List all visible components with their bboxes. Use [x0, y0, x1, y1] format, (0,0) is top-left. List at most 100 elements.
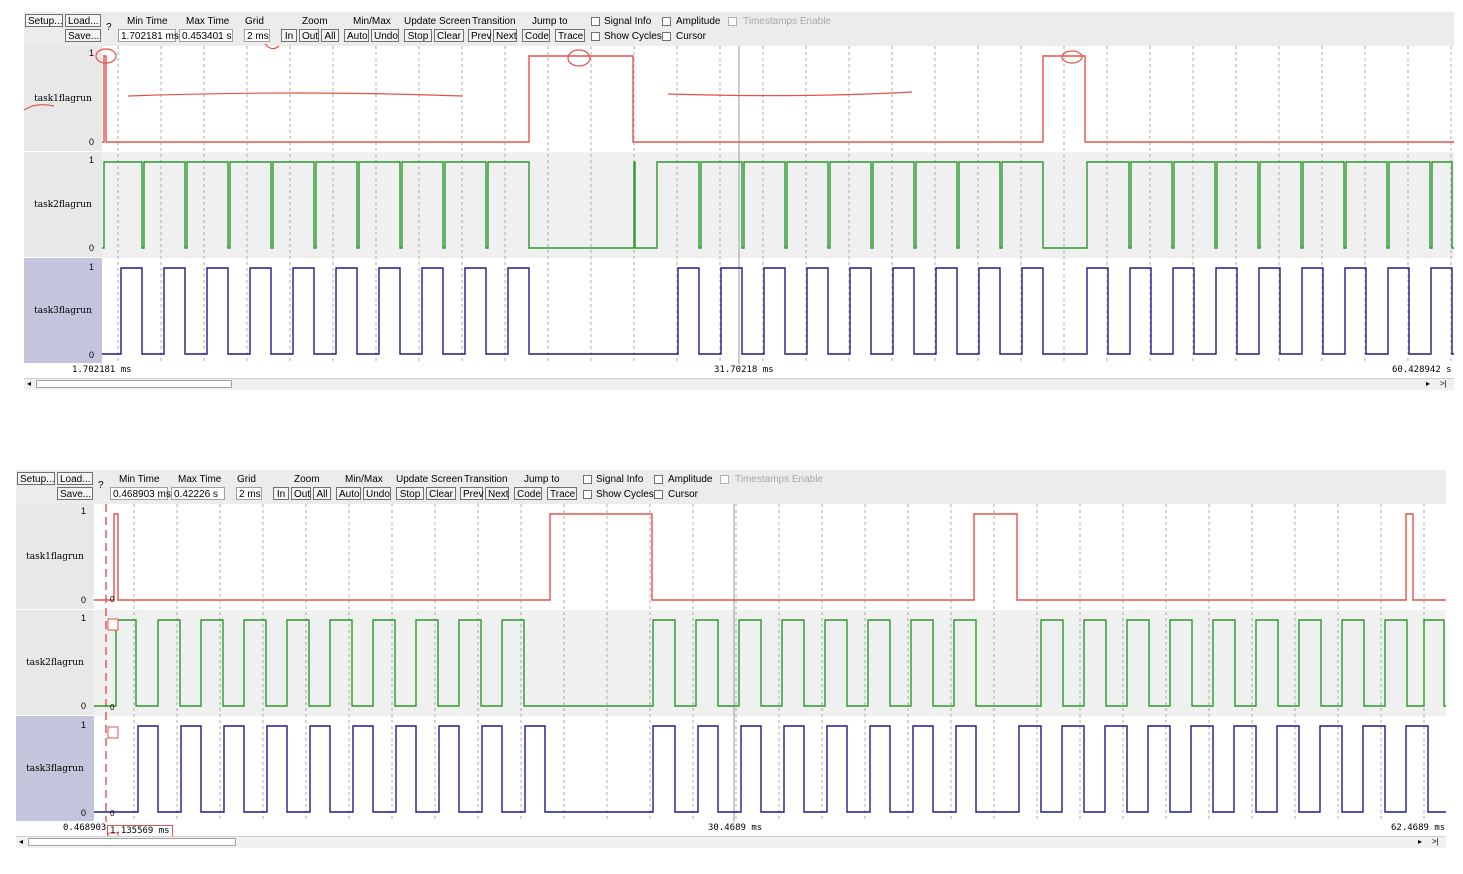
signal-name-task3[interactable]: task3flagrun: [16, 716, 94, 822]
scroll-end-button[interactable]: >|: [1432, 837, 1439, 846]
horizontal-scrollbar[interactable]: ◂ ▸ >|: [16, 836, 1446, 848]
y-low-task2: 0: [88, 243, 94, 253]
toolbar: Setup... Load... Save... ? Min Time 0.46…: [16, 470, 1446, 505]
trace-button[interactable]: Trace: [555, 29, 585, 42]
setup-button[interactable]: Setup...: [17, 472, 55, 485]
load-button[interactable]: Load...: [65, 14, 101, 27]
scroll-left-arrow[interactable]: ◂: [19, 837, 24, 846]
signal-name-task3[interactable]: task3flagrun: [24, 258, 102, 364]
lane-background: [102, 152, 1454, 258]
logic-analyzer-top: Setup... Load... Save... ? Min Time 1.70…: [23, 12, 1454, 392]
task1-waveform: [94, 513, 1446, 601]
clear-button[interactable]: Clear: [426, 487, 456, 500]
min-time-label: Min Time: [127, 16, 168, 27]
signal-name-task1[interactable]: task1flagrun: [16, 504, 94, 610]
annotation-circle: [95, 48, 117, 64]
undo-button[interactable]: Undo: [363, 487, 391, 500]
setup-button[interactable]: Setup...: [25, 14, 63, 27]
zero-marker-label: 0: [110, 595, 115, 604]
annotation-stroke: [127, 92, 463, 97]
lane-background: [102, 46, 1454, 152]
timestamps-label: Timestamps Enable: [735, 474, 823, 485]
y-high-task3: 1: [80, 720, 86, 730]
trace-button[interactable]: Trace: [547, 487, 577, 500]
zoom-label: Zoom: [294, 474, 320, 485]
timestamps-label: Timestamps Enable: [743, 16, 831, 27]
cursor-checkbox[interactable]: [654, 490, 663, 499]
signal-name-task2[interactable]: task2flagrun: [16, 610, 94, 716]
cursor-checkbox[interactable]: [662, 32, 671, 41]
waveform-area[interactable]: [23, 43, 1454, 364]
scroll-right-arrow[interactable]: ▸: [1418, 837, 1423, 846]
y-low-task1: 0: [80, 595, 86, 605]
signal-info-checkbox[interactable]: [583, 475, 592, 484]
zero-marker-label: 0: [110, 809, 115, 818]
code-button[interactable]: Code: [514, 487, 542, 500]
code-button[interactable]: Code: [522, 29, 550, 42]
load-button[interactable]: Load...: [57, 472, 93, 485]
horizontal-scrollbar[interactable]: ◂ ▸ >|: [24, 378, 1454, 390]
zoom-in-button[interactable]: In: [281, 29, 297, 42]
lane-background: [94, 504, 1446, 610]
update-screen-label: Update Screen: [396, 474, 463, 485]
help-icon[interactable]: ?: [106, 22, 112, 33]
zoom-in-button[interactable]: In: [273, 487, 289, 500]
signal-info-checkbox[interactable]: [591, 17, 600, 26]
task1-waveform: [102, 55, 1454, 143]
max-time-label: Max Time: [178, 474, 222, 485]
annotation-stroke: [264, 43, 280, 50]
amplitude-checkbox[interactable]: [662, 17, 671, 26]
amplitude-label: Amplitude: [676, 16, 721, 27]
grid-label: Grid: [245, 16, 264, 27]
cursor-label: Cursor: [676, 31, 707, 42]
timestamps-checkbox[interactable]: [720, 475, 729, 484]
save-button[interactable]: Save...: [65, 29, 101, 42]
grid-value: 2 ms: [244, 29, 270, 42]
scroll-left-arrow[interactable]: ◂: [27, 379, 32, 388]
task3-waveform: [94, 725, 1446, 813]
scroll-thumb[interactable]: [28, 838, 236, 846]
task2-waveform: [102, 161, 1454, 249]
waveform-area[interactable]: [94, 504, 1446, 845]
auto-button[interactable]: Auto: [336, 487, 361, 500]
cursor-label: Cursor: [668, 489, 699, 500]
time-right-label: 62.4689 ms: [1391, 823, 1446, 833]
scroll-thumb[interactable]: [36, 380, 232, 388]
signal-info-label: Signal Info: [604, 16, 652, 27]
show-cycles-label: Show Cycles: [604, 31, 662, 42]
show-cycles-checkbox[interactable]: [583, 490, 592, 499]
prev-button[interactable]: Prev: [460, 487, 484, 500]
y-low-task1: 0: [88, 137, 94, 147]
signal-name-task2[interactable]: task2flagrun: [24, 152, 102, 258]
show-cycles-checkbox[interactable]: [591, 32, 600, 41]
update-screen-label: Update Screen: [404, 16, 471, 27]
help-icon[interactable]: ?: [98, 480, 104, 491]
next-button[interactable]: Next: [485, 487, 509, 500]
timestamps-checkbox[interactable]: [728, 17, 737, 26]
grid-label: Grid: [237, 474, 256, 485]
stop-button[interactable]: Stop: [396, 487, 424, 500]
task2-waveform: [94, 619, 1446, 707]
stop-button[interactable]: Stop: [404, 29, 432, 42]
time-axis: 0.468903 1.135569 ms 30.4689 ms 62.4689 …: [16, 823, 1446, 837]
scroll-right-arrow[interactable]: ▸: [1426, 379, 1431, 388]
zoom-all-button[interactable]: All: [321, 29, 339, 42]
signal-name-task1[interactable]: task1flagrun: [24, 46, 102, 152]
zoom-all-button[interactable]: All: [313, 487, 331, 500]
zoom-out-button[interactable]: Out: [299, 29, 319, 42]
transition-label: Transition: [464, 474, 508, 485]
zero-marker-box: [107, 618, 119, 631]
amplitude-checkbox[interactable]: [654, 475, 663, 484]
zoom-out-button[interactable]: Out: [291, 487, 311, 500]
prev-button[interactable]: Prev: [468, 29, 492, 42]
scroll-end-button[interactable]: >|: [1440, 379, 1447, 388]
zoom-label: Zoom: [302, 16, 328, 27]
lane-background: [94, 716, 1446, 822]
next-button[interactable]: Next: [493, 29, 517, 42]
undo-button[interactable]: Undo: [371, 29, 399, 42]
auto-button[interactable]: Auto: [344, 29, 369, 42]
save-button[interactable]: Save...: [57, 487, 93, 500]
min-time-value: 0.468903 ms: [110, 487, 171, 500]
clear-button[interactable]: Clear: [434, 29, 464, 42]
y-low-task3: 0: [80, 808, 86, 818]
